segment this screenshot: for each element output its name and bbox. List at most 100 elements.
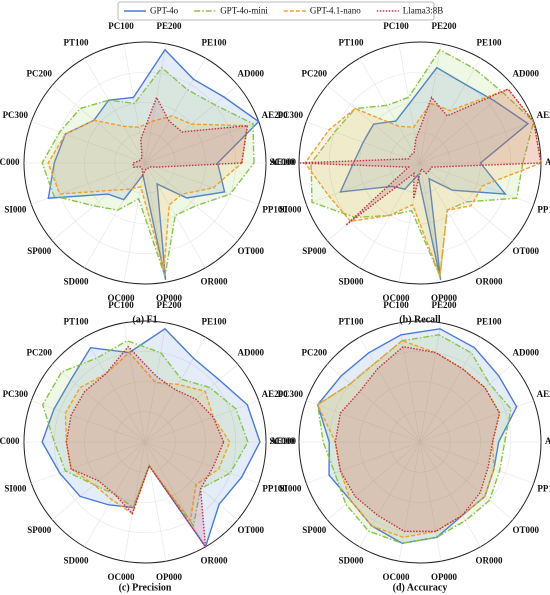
series-area [298,88,542,226]
spoke [359,441,421,547]
category-label: AE200 [537,389,550,399]
spoke [419,441,442,562]
category-label: SP000 [302,246,327,256]
category-label: AD000 [237,68,264,78]
spoke [419,441,534,484]
category-label: PC100 [108,300,134,310]
spoke [84,58,146,164]
spoke [144,441,259,484]
category-label: AE100 [545,436,550,446]
category-label: PC100 [108,21,134,31]
category-label: PC200 [302,347,328,357]
category-label: PE200 [431,21,457,31]
spoke [419,441,481,547]
spoke [144,58,206,164]
spoke [84,337,146,443]
spoke [52,363,146,443]
category-label: SI000 [279,483,302,493]
spoke [419,322,442,443]
spoke [144,121,259,164]
category-label: SC000 [0,157,20,167]
spoke [359,58,421,164]
series-area [41,327,261,549]
category-label: PT100 [63,38,89,48]
category-label: OT000 [512,246,539,256]
category-label: PP100 [537,204,550,214]
spoke [144,337,206,443]
legend-label: GPT-4o-mini [220,6,268,16]
category-label: SC000 [269,436,295,446]
spoke [419,337,481,443]
spoke [84,162,146,268]
spoke [31,441,146,484]
category-label: AE100 [270,436,297,446]
category-label: AD000 [237,347,264,357]
category-label: PE200 [156,300,182,310]
spoke [123,322,146,443]
category-label: SI000 [279,204,302,214]
spoke [144,162,238,242]
category-label: SP000 [27,525,52,535]
category-label: AD000 [512,347,539,357]
spoke [306,162,421,205]
spoke [419,162,481,268]
series-area [316,334,512,545]
series-area [132,95,249,178]
category-label: SD000 [338,277,364,287]
series-area [65,345,225,550]
spoke [327,441,421,521]
category-label: PE100 [476,317,502,327]
spoke [144,441,238,521]
category-label: OC000 [383,572,411,582]
category-label: SI000 [4,483,27,493]
category-label: SD000 [63,556,89,566]
category-label: SC000 [0,436,20,446]
spoke [123,162,146,283]
category-label: PT100 [338,38,364,48]
category-label: PP100 [537,483,550,493]
category-label: SP000 [302,525,327,535]
category-label: PC300 [278,110,304,120]
spoke [419,400,534,443]
series-area [334,345,501,533]
category-label: AE200 [262,389,289,399]
spoke [144,322,167,443]
category-label: PE100 [201,38,227,48]
category-label: AE100 [270,157,297,167]
category-label: PP100 [262,204,287,214]
spoke [419,441,513,521]
category-label: AD000 [512,68,539,78]
legend-label: Llama3:8B [403,6,444,16]
spoke [327,162,421,242]
chart-title: (b) Recall [399,314,441,325]
series-area [304,88,542,277]
category-label: PC300 [278,389,304,399]
category-label: PC200 [27,68,53,78]
category-label: PC100 [383,300,409,310]
category-label: AE200 [537,110,550,120]
spoke [52,162,146,242]
category-label: OP000 [431,293,457,303]
spoke [398,322,421,443]
legend-box [117,1,435,21]
category-label: PT100 [63,317,89,327]
category-label: PE200 [156,21,182,31]
category-label: OC000 [108,572,136,582]
spoke [144,441,167,562]
category-label: OC000 [383,293,411,303]
spoke [144,162,206,268]
category-label: AE200 [262,110,289,120]
spoke [398,162,421,283]
category-label: SD000 [63,277,89,287]
category-label: OP000 [431,572,457,582]
category-label: OR000 [201,277,229,287]
spoke [144,400,259,443]
spoke [419,84,513,164]
category-label: OP000 [156,572,182,582]
spoke [419,43,442,164]
category-label: OT000 [512,525,539,535]
series-area [47,48,260,280]
spoke [419,121,534,164]
spoke [359,337,421,443]
